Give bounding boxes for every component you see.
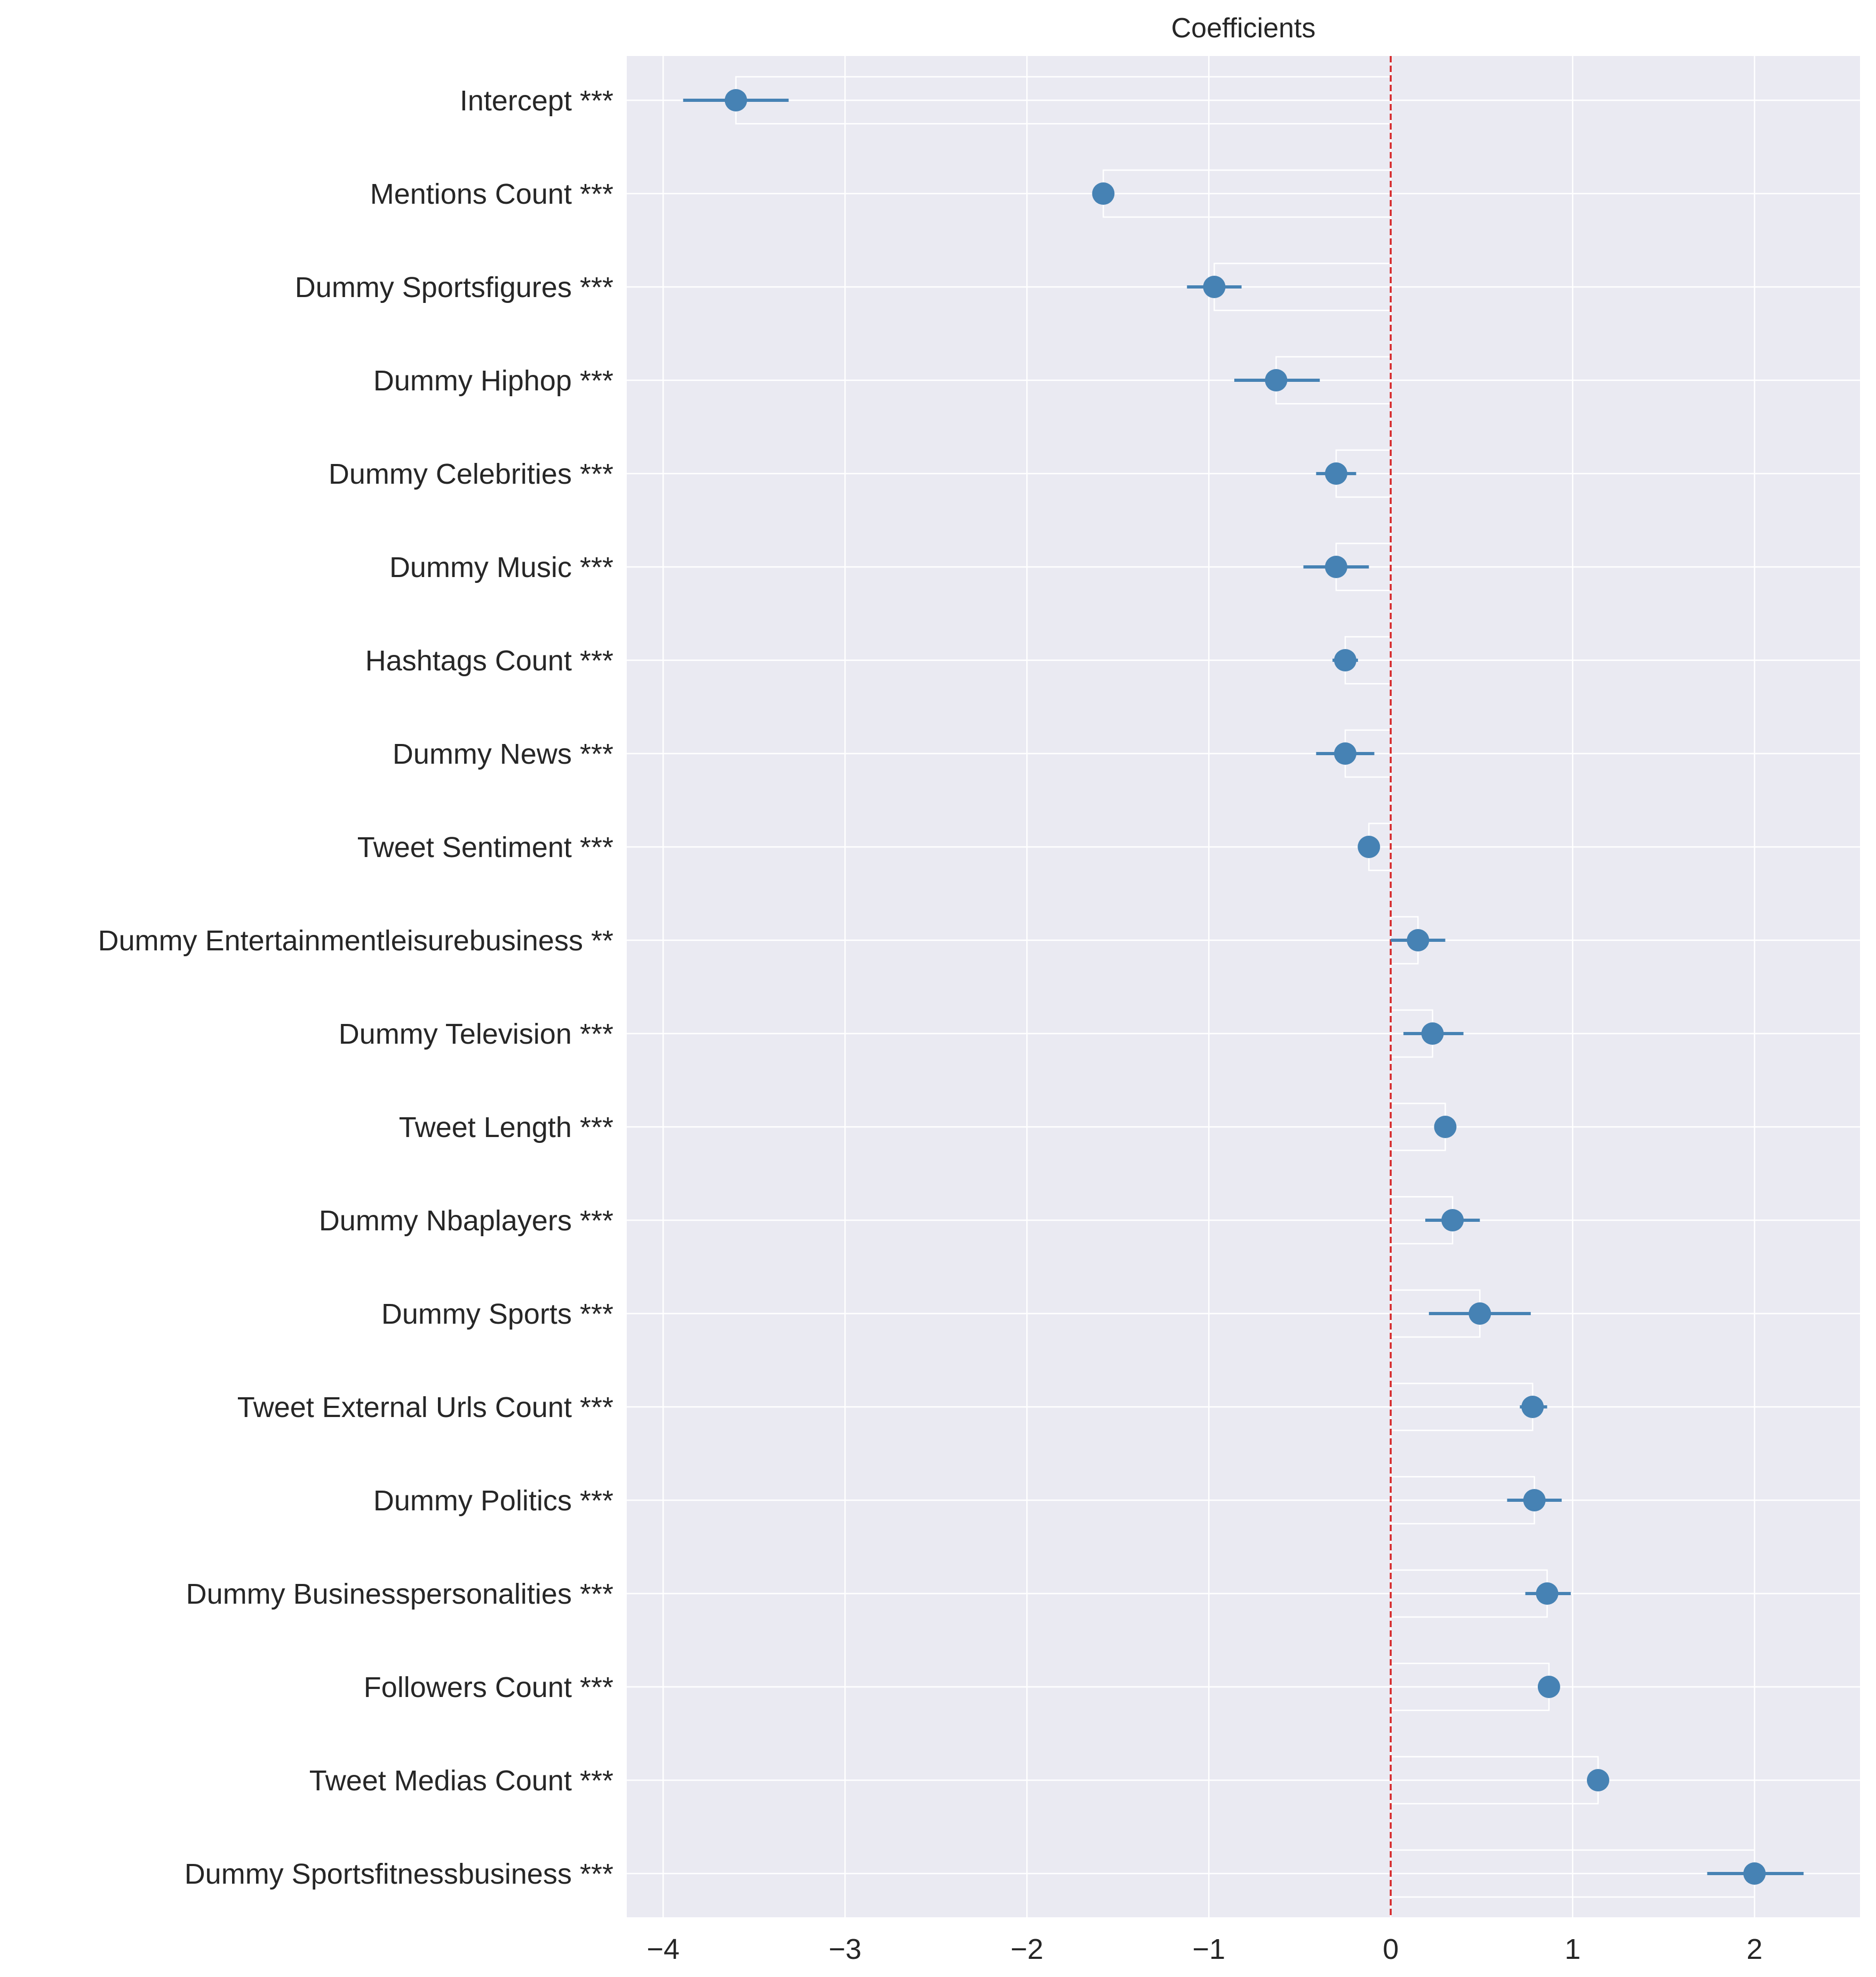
coefficient-point	[1324, 556, 1347, 578]
coefficient-point	[1092, 182, 1115, 205]
plot-background	[627, 56, 1860, 1917]
y-tick-label: Dummy Music ***	[389, 551, 613, 583]
y-tick-label: Dummy Sportsfitnessbusiness ***	[185, 1858, 613, 1890]
coefficient-points	[724, 89, 1766, 1885]
x-axis-labels: −4 −3 −2 −1 0 1 2	[646, 1933, 1762, 1965]
coefficient-point	[1334, 649, 1356, 671]
x-tick-label: −4	[646, 1933, 680, 1965]
y-tick-label: Dummy Entertainmentleisurebusiness **	[98, 925, 613, 957]
coefficient-point	[1434, 1116, 1457, 1138]
y-tick-label: Dummy Politics ***	[373, 1485, 613, 1517]
x-tick-label: 0	[1383, 1933, 1399, 1965]
x-tick-label: −2	[1010, 1933, 1043, 1965]
y-tick-label: Mentions Count ***	[370, 178, 613, 210]
coefficient-point	[1407, 929, 1430, 951]
y-tick-label: Dummy Sportsfigures ***	[295, 271, 613, 303]
y-tick-label: Dummy Sports ***	[381, 1298, 613, 1330]
coefficient-point	[1537, 1676, 1560, 1698]
y-tick-label: Hashtags Count ***	[365, 645, 613, 677]
y-tick-label: Dummy Television ***	[339, 1018, 613, 1050]
coefficient-point	[1523, 1489, 1546, 1511]
y-tick-label: Dummy News ***	[393, 738, 613, 770]
grid-lines	[627, 56, 1860, 1917]
coefficient-point	[1334, 742, 1356, 765]
y-tick-label: Tweet Length ***	[399, 1111, 613, 1143]
y-axis-labels: Intercept *** Mentions Count *** Dummy Spo…	[98, 85, 613, 1890]
y-tick-label: Dummy Hiphop ***	[373, 365, 613, 397]
x-tick-label: −1	[1192, 1933, 1225, 1965]
coefficient-point	[1468, 1302, 1491, 1325]
coefficient-point	[1421, 1022, 1444, 1045]
y-tick-label: Dummy Businesspersonalities ***	[186, 1578, 613, 1610]
coefficient-point	[1265, 369, 1288, 391]
coefficient-point	[724, 89, 747, 111]
x-tick-label: 2	[1746, 1933, 1762, 1965]
coefficient-point	[1358, 836, 1380, 858]
coefficient-point	[1324, 462, 1347, 485]
y-tick-label: Tweet External Urls Count ***	[237, 1391, 613, 1423]
coefficient-point	[1521, 1396, 1544, 1418]
y-tick-label: Tweet Sentiment ***	[357, 831, 613, 863]
y-tick-label: Tweet Medias Count ***	[309, 1765, 613, 1797]
coefficient-point	[1536, 1582, 1559, 1605]
coefficient-point	[1586, 1769, 1609, 1791]
y-tick-label: Dummy Nbaplayers ***	[319, 1205, 613, 1237]
coefficient-point	[1203, 276, 1226, 298]
x-tick-label: 1	[1564, 1933, 1580, 1965]
y-tick-label: Followers Count ***	[364, 1671, 613, 1703]
y-tick-label: Intercept ***	[460, 85, 613, 117]
x-tick-label: −3	[828, 1933, 861, 1965]
coefficient-point	[1441, 1209, 1464, 1231]
chart-title: Coefficients	[1171, 13, 1316, 44]
coefficient-point	[1743, 1862, 1766, 1885]
y-tick-label: Dummy Celebrities ***	[329, 458, 613, 490]
